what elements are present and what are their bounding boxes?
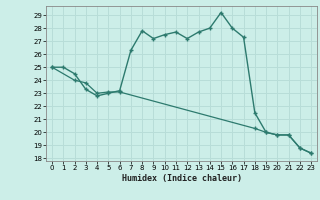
X-axis label: Humidex (Indice chaleur): Humidex (Indice chaleur) <box>122 174 242 183</box>
